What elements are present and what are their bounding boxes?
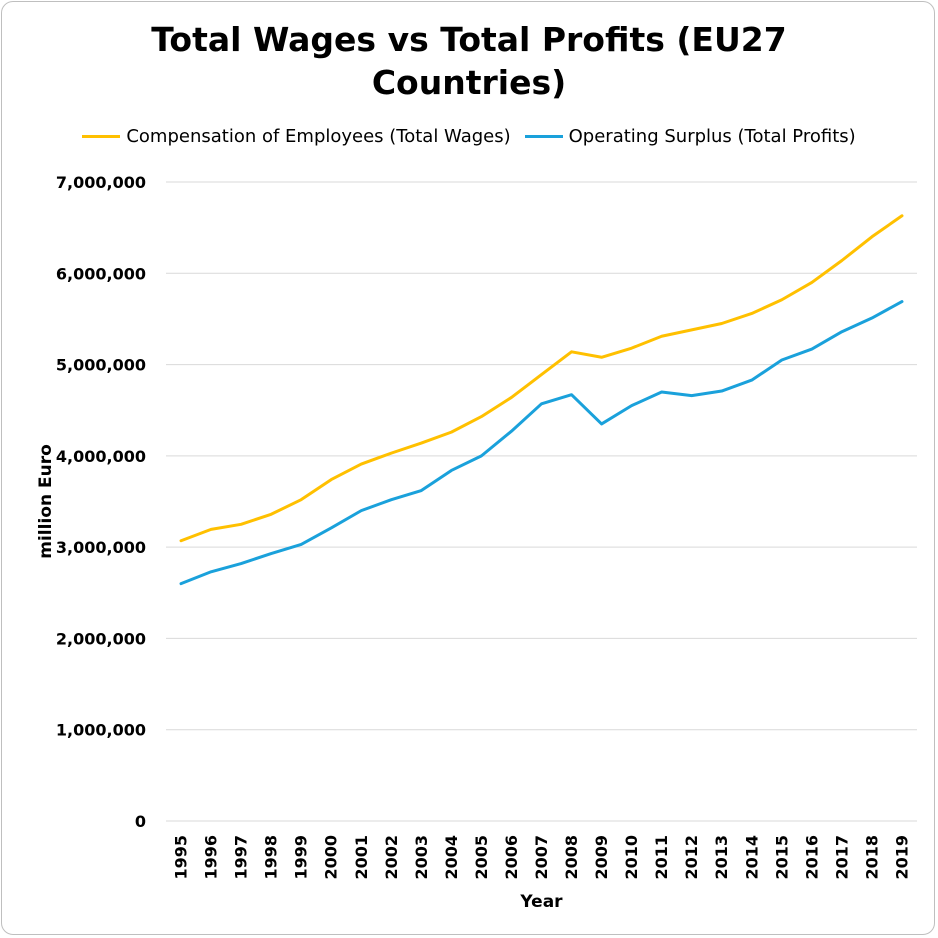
x-tick-label: 2003 bbox=[412, 835, 431, 880]
y-axis-title: million Euro bbox=[36, 444, 56, 559]
y-axis-ticks: 0 1,000,000 2,000,000 3,000,000 4,000,000 5,0… bbox=[56, 173, 146, 831]
x-tick-label: 2011 bbox=[652, 835, 671, 880]
x-tick-label: 2005 bbox=[472, 835, 491, 880]
x-tick-label: 2000 bbox=[322, 835, 341, 880]
x-tick-label: 1995 bbox=[172, 835, 191, 880]
y-tick-label: 0 bbox=[135, 812, 146, 831]
y-tick-label: 4,000,000 bbox=[56, 447, 146, 466]
x-tick-label: 2019 bbox=[892, 835, 911, 880]
x-tick-label: 2017 bbox=[832, 835, 851, 880]
x-tick-label: 1996 bbox=[202, 835, 221, 880]
y-tick-label: 5,000,000 bbox=[56, 356, 146, 375]
x-tick-label: 2013 bbox=[712, 835, 731, 880]
x-axis-title: Year bbox=[519, 892, 563, 912]
x-tick-label: 2001 bbox=[352, 835, 371, 880]
x-tick-label: 2006 bbox=[502, 835, 521, 880]
legend-label-profits: Operating Surplus (Total Profits) bbox=[568, 126, 856, 147]
x-tick-label: 2018 bbox=[862, 835, 881, 880]
x-tick-label: 2015 bbox=[772, 835, 791, 880]
x-tick-label: 2002 bbox=[382, 835, 401, 880]
gridlines bbox=[166, 181, 917, 822]
x-tick-label: 2009 bbox=[592, 835, 611, 880]
series-line-wages bbox=[179, 214, 904, 543]
y-tick-label: 3,000,000 bbox=[56, 538, 146, 557]
legend-item-profits: Operating Surplus (Total Profits) bbox=[524, 126, 856, 147]
legend-swatch-profits bbox=[524, 135, 563, 138]
legend-label-wages: Compensation of Employees (Total Wages) bbox=[126, 126, 511, 147]
x-tick-label: 2008 bbox=[562, 835, 581, 880]
y-tick-label: 1,000,000 bbox=[56, 721, 146, 740]
y-tick-label: 6,000,000 bbox=[56, 264, 146, 283]
x-tick-label: 2010 bbox=[622, 835, 641, 880]
x-tick-label: 1999 bbox=[292, 835, 311, 880]
x-axis-ticks: 1995 1996 1997 1998 1999 2000 2001 2002 2003 2004… bbox=[172, 835, 912, 880]
x-tick-label: 2004 bbox=[442, 835, 461, 880]
y-tick-label: 7,000,000 bbox=[56, 173, 146, 192]
x-tick-label: 2016 bbox=[802, 835, 821, 880]
series-lines bbox=[179, 214, 904, 586]
x-tick-label: 1997 bbox=[232, 835, 251, 880]
legend-swatch-wages bbox=[82, 135, 121, 138]
y-tick-label: 2,000,000 bbox=[56, 629, 146, 648]
x-tick-label: 2012 bbox=[682, 835, 701, 880]
x-tick-label: 2007 bbox=[532, 835, 551, 880]
x-tick-label: 2014 bbox=[742, 835, 761, 880]
legend-item-wages: Compensation of Employees (Total Wages) bbox=[82, 126, 511, 147]
x-tick-label: 1998 bbox=[262, 835, 281, 880]
chart-legend: Compensation of Employees (Total Wages) … bbox=[0, 126, 938, 147]
series-line-profits bbox=[179, 300, 904, 586]
